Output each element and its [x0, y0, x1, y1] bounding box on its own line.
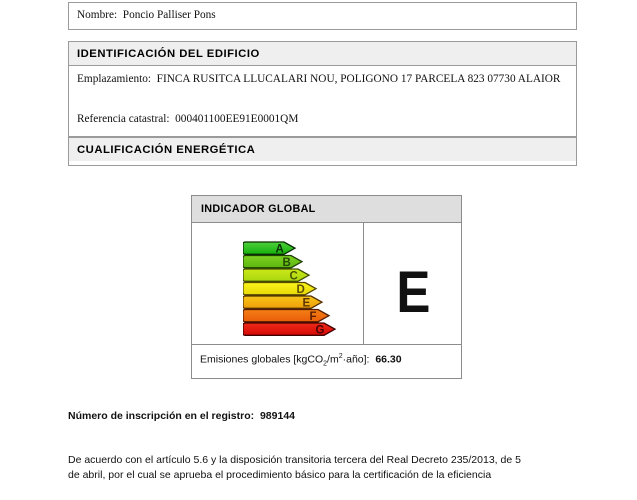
svg-text:F: F	[310, 311, 317, 323]
svg-text:A: A	[276, 243, 284, 255]
svg-text:D: D	[297, 284, 305, 296]
svg-text:B: B	[283, 257, 291, 269]
svg-text:C: C	[290, 270, 298, 282]
svg-text:E: E	[303, 297, 311, 309]
svg-text:G: G	[316, 324, 325, 336]
